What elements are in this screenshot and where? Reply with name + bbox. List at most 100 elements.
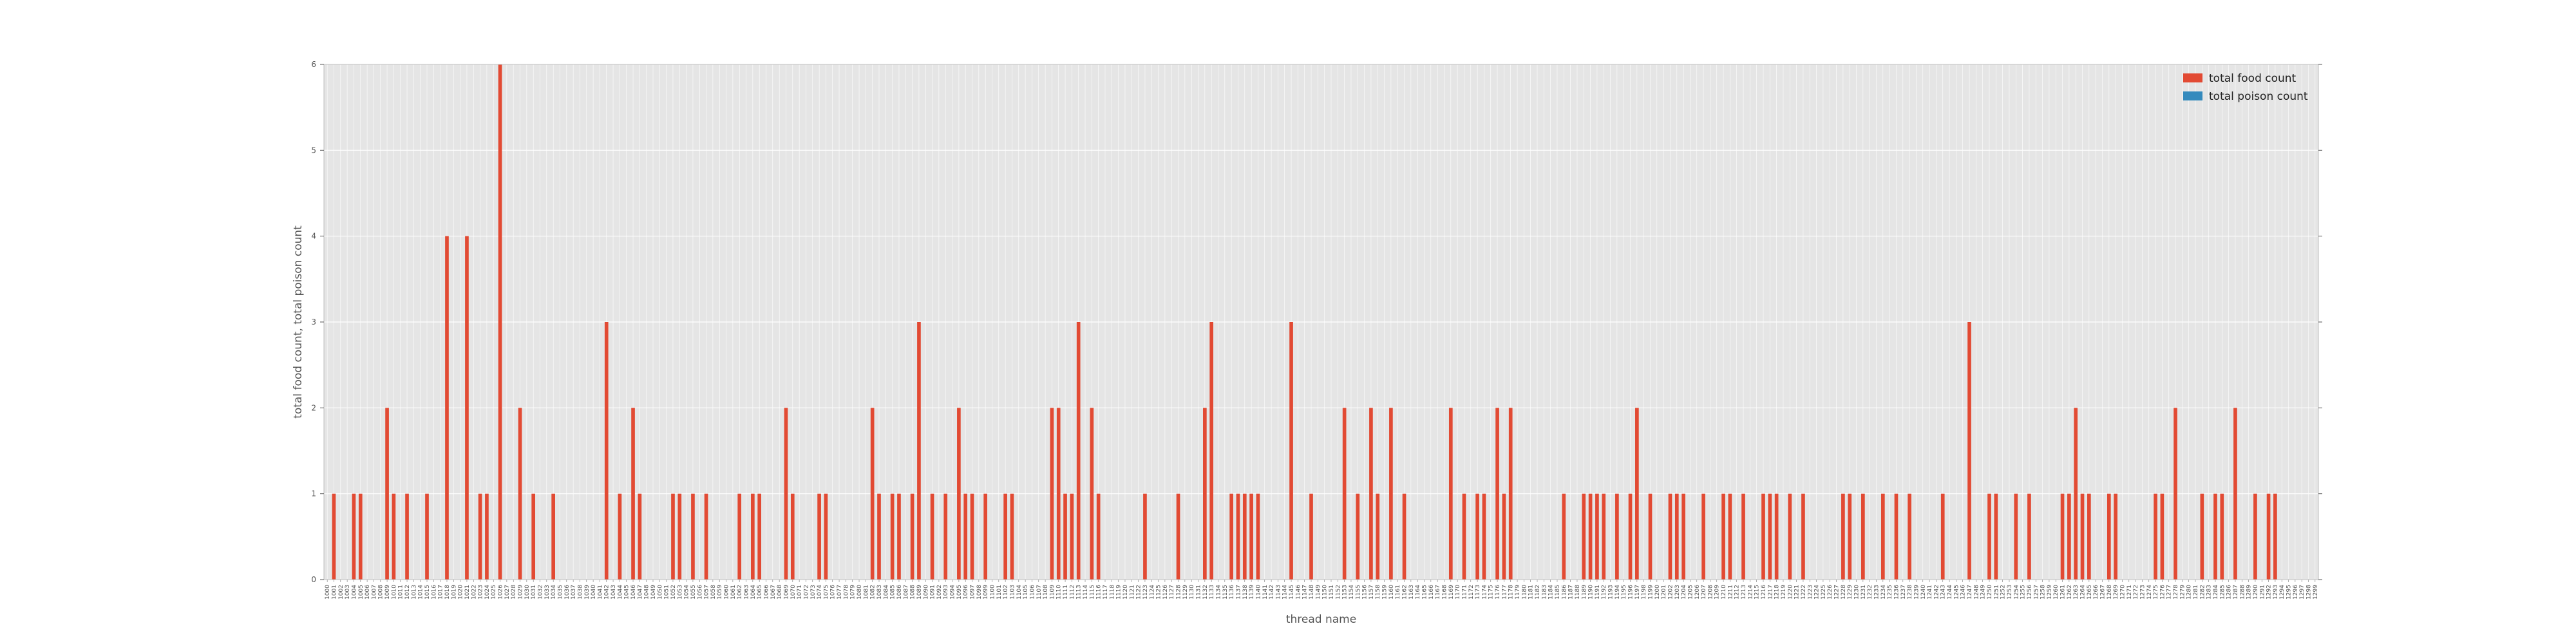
x-tick-label: 1183: [1541, 585, 1548, 600]
x-tick-label: 1212: [1734, 585, 1741, 600]
bar: [751, 493, 755, 580]
x-tick-label: 1067: [770, 585, 777, 600]
x-tick-label: 1066: [764, 585, 770, 600]
x-tick-label: 1282: [2199, 585, 2206, 600]
x-tick-label: 1157: [1368, 585, 1375, 600]
x-tick-label: 1256: [2027, 585, 2033, 600]
x-tick-label: 1273: [2139, 585, 2146, 600]
x-tick-label: 1251: [1993, 585, 2000, 600]
bar: [897, 493, 901, 580]
x-tick-label: 1138: [1242, 585, 1249, 600]
x-tick-label: 1220: [1787, 585, 1794, 600]
x-tick-label: 1288: [2239, 585, 2246, 600]
x-tick-label: 1136: [1229, 585, 1235, 600]
x-tick-label: 1133: [1209, 585, 1215, 600]
bar: [1701, 493, 1705, 580]
bar: [1475, 493, 1479, 580]
legend: total food count total poison count: [2183, 72, 2308, 103]
x-tick-label: 1199: [1648, 585, 1654, 600]
x-tick-label: 1056: [697, 585, 703, 600]
x-tick-label: 1031: [531, 585, 537, 600]
x-tick-label: 1082: [870, 585, 876, 600]
bar: [1495, 408, 1499, 580]
x-tick-label: 1197: [1634, 585, 1641, 600]
bar: [478, 493, 482, 580]
x-tick-label: 1279: [2179, 585, 2186, 600]
y-tick-label: 6: [311, 60, 316, 69]
bar: [1462, 493, 1466, 580]
x-tick-label: 1011: [398, 585, 404, 600]
x-tick-label: 1018: [444, 585, 451, 600]
bar: [1376, 493, 1380, 580]
x-tick-label: 1073: [810, 585, 817, 600]
x-tick-label: 1062: [737, 585, 743, 600]
x-tick-label: 1156: [1362, 585, 1368, 600]
bar: [2087, 493, 2091, 580]
x-tick-label: 1176: [1495, 585, 1501, 600]
bar: [1940, 493, 1945, 580]
x-tick-label: 1274: [2146, 585, 2153, 600]
x-tick-label: 1040: [591, 585, 597, 600]
x-tick-label: 1223: [1807, 585, 1814, 600]
x-tick-label: 1107: [1036, 585, 1043, 600]
x-tick-label: 1266: [2093, 585, 2099, 600]
x-tick-label: 1030: [524, 585, 531, 600]
x-tick-label: 1042: [604, 585, 611, 600]
x-tick-label: 1055: [690, 585, 697, 600]
bar: [1063, 493, 1067, 580]
x-tick-label: 1174: [1481, 585, 1488, 600]
bar: [425, 493, 429, 580]
x-tick-label: 1148: [1309, 585, 1315, 600]
x-tick-label: 1048: [644, 585, 650, 600]
y-axis-label: total food count, total poison count: [292, 225, 305, 419]
x-tick-label: 1241: [1927, 585, 1933, 600]
bar: [1508, 408, 1513, 580]
x-tick-label: 1102: [1003, 585, 1009, 600]
bar: [392, 493, 396, 580]
x-tick-label: 1135: [1222, 585, 1229, 600]
x-tick-label: 1163: [1408, 585, 1415, 600]
x-tick-label: 1188: [1575, 585, 1581, 600]
bar: [2107, 493, 2111, 580]
x-tick-label: 1287: [2233, 585, 2239, 600]
x-tick-label: 1297: [2299, 585, 2306, 600]
bar: [638, 493, 642, 580]
x-tick-label: 1049: [650, 585, 657, 600]
bar: [704, 493, 708, 580]
x-tick-label: 1085: [890, 585, 896, 600]
x-tick-label: 1167: [1435, 585, 1441, 600]
x-tick-label: 1166: [1428, 585, 1435, 600]
y-tick-label: 5: [311, 146, 316, 155]
x-tick-label: 1272: [2133, 585, 2139, 600]
x-tick-label: 1017: [438, 585, 444, 600]
bar: [485, 493, 489, 580]
bar: [1861, 493, 1865, 580]
x-tick-label: 1185: [1555, 585, 1561, 600]
x-tick-label: 1143: [1275, 585, 1282, 600]
x-axis-label: thread name: [1286, 613, 1356, 626]
x-tick-label: 1146: [1295, 585, 1302, 600]
bar: [1402, 493, 1406, 580]
x-tick-label: 1126: [1162, 585, 1169, 600]
bar: [910, 493, 914, 580]
x-tick-label: 1198: [1641, 585, 1647, 600]
bar: [1801, 493, 1805, 580]
bar: [1761, 493, 1765, 580]
bar: [1010, 493, 1014, 580]
x-tick-label: 1153: [1342, 585, 1349, 600]
x-tick-label: 1070: [790, 585, 797, 600]
bar: [1176, 493, 1180, 580]
x-tick-label: 1061: [730, 585, 737, 600]
x-tick-label: 1077: [837, 585, 843, 600]
x-tick-label: 1132: [1202, 585, 1209, 600]
bar: [1674, 493, 1679, 580]
x-tick-label: 1016: [431, 585, 437, 600]
y-axis: 0 1 2 3 4 5 6: [311, 60, 2322, 584]
x-tick-label: 1095: [956, 585, 963, 600]
x-tick-label: 1244: [1947, 585, 1953, 600]
bar: [1668, 493, 1672, 580]
x-tick-label: 1134: [1215, 585, 1222, 600]
bar: [332, 493, 336, 580]
x-tick-label: 1096: [963, 585, 969, 600]
